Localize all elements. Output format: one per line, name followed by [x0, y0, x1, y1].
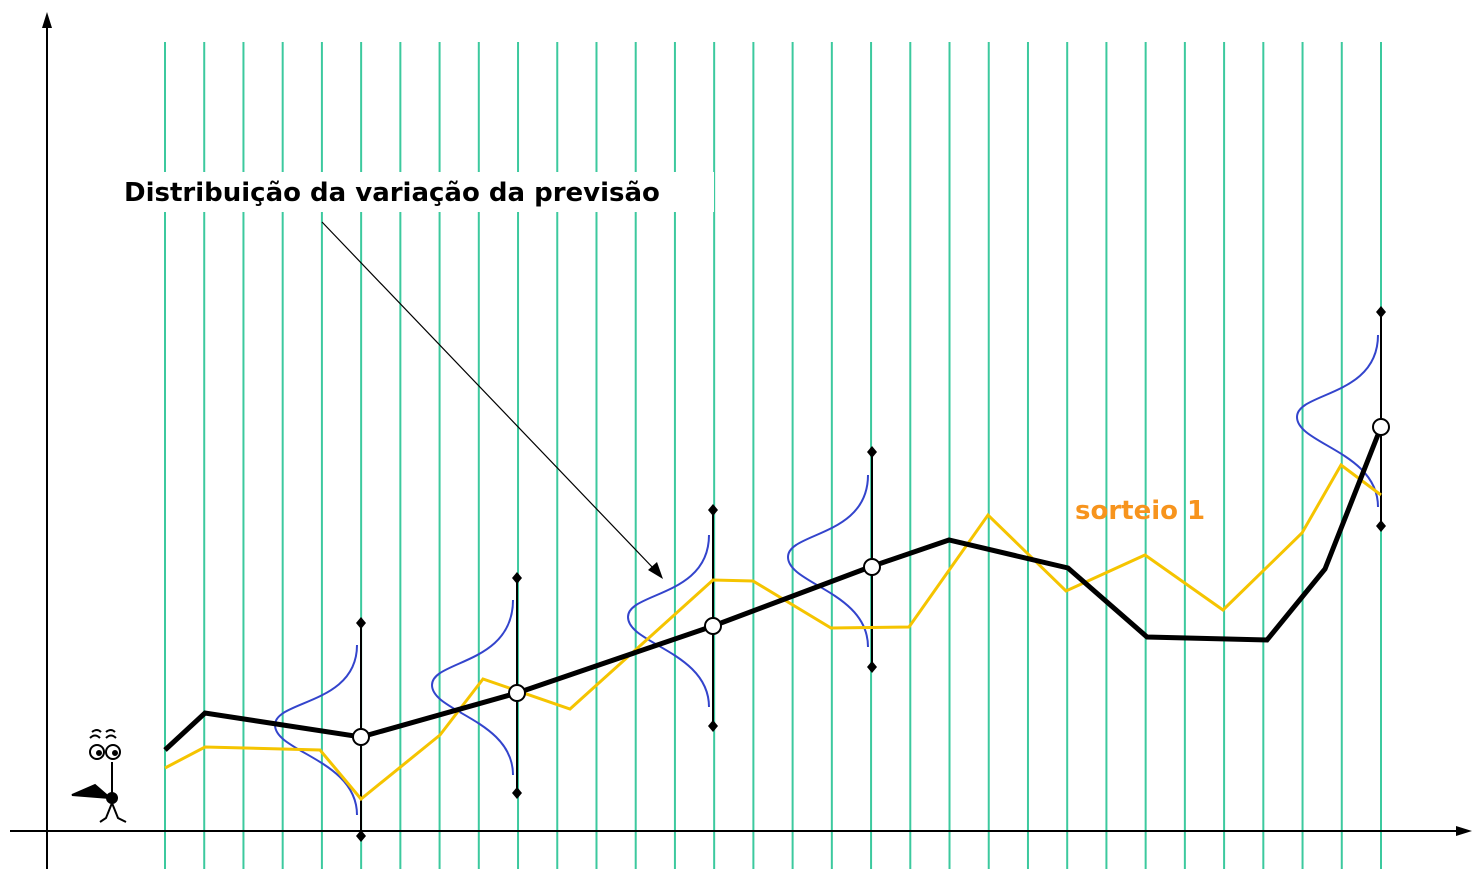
- range-end: [708, 504, 718, 516]
- cartoon: [71, 729, 127, 823]
- annotation-arrow: [321, 221, 656, 571]
- range-end: [708, 720, 718, 732]
- forecast-points: [352, 418, 1390, 746]
- bell-curve: [626, 534, 710, 708]
- range-end: [867, 661, 877, 673]
- range-end: [512, 572, 522, 584]
- range-end: [356, 617, 366, 629]
- bell-curve: [786, 474, 869, 648]
- range-end: [1376, 520, 1386, 532]
- simulated-line: [164, 462, 1382, 802]
- range-end: [512, 787, 522, 799]
- label-background: [118, 172, 714, 212]
- arrow-head: [648, 562, 663, 579]
- annotation: Distribuição da variação da previsão: [124, 178, 660, 208]
- x-axis-arrow: [1456, 826, 1472, 836]
- forecast-point: [352, 728, 370, 746]
- range-end: [1376, 306, 1386, 318]
- forecast-point: [863, 558, 881, 576]
- forecast-line: [163, 426, 1384, 752]
- bell-curve: [430, 599, 514, 776]
- vertical-grid: [164, 42, 1382, 869]
- forecast-point: [508, 684, 526, 702]
- range-end: [356, 830, 366, 842]
- forecast-point: [1372, 418, 1390, 436]
- bell-curve: [1295, 334, 1379, 508]
- series-label: sorteio 1: [1075, 496, 1205, 526]
- forecast-point: [704, 617, 722, 635]
- range-ends: [356, 306, 1386, 842]
- range-end: [867, 446, 877, 458]
- y-axis-arrow: [42, 12, 52, 28]
